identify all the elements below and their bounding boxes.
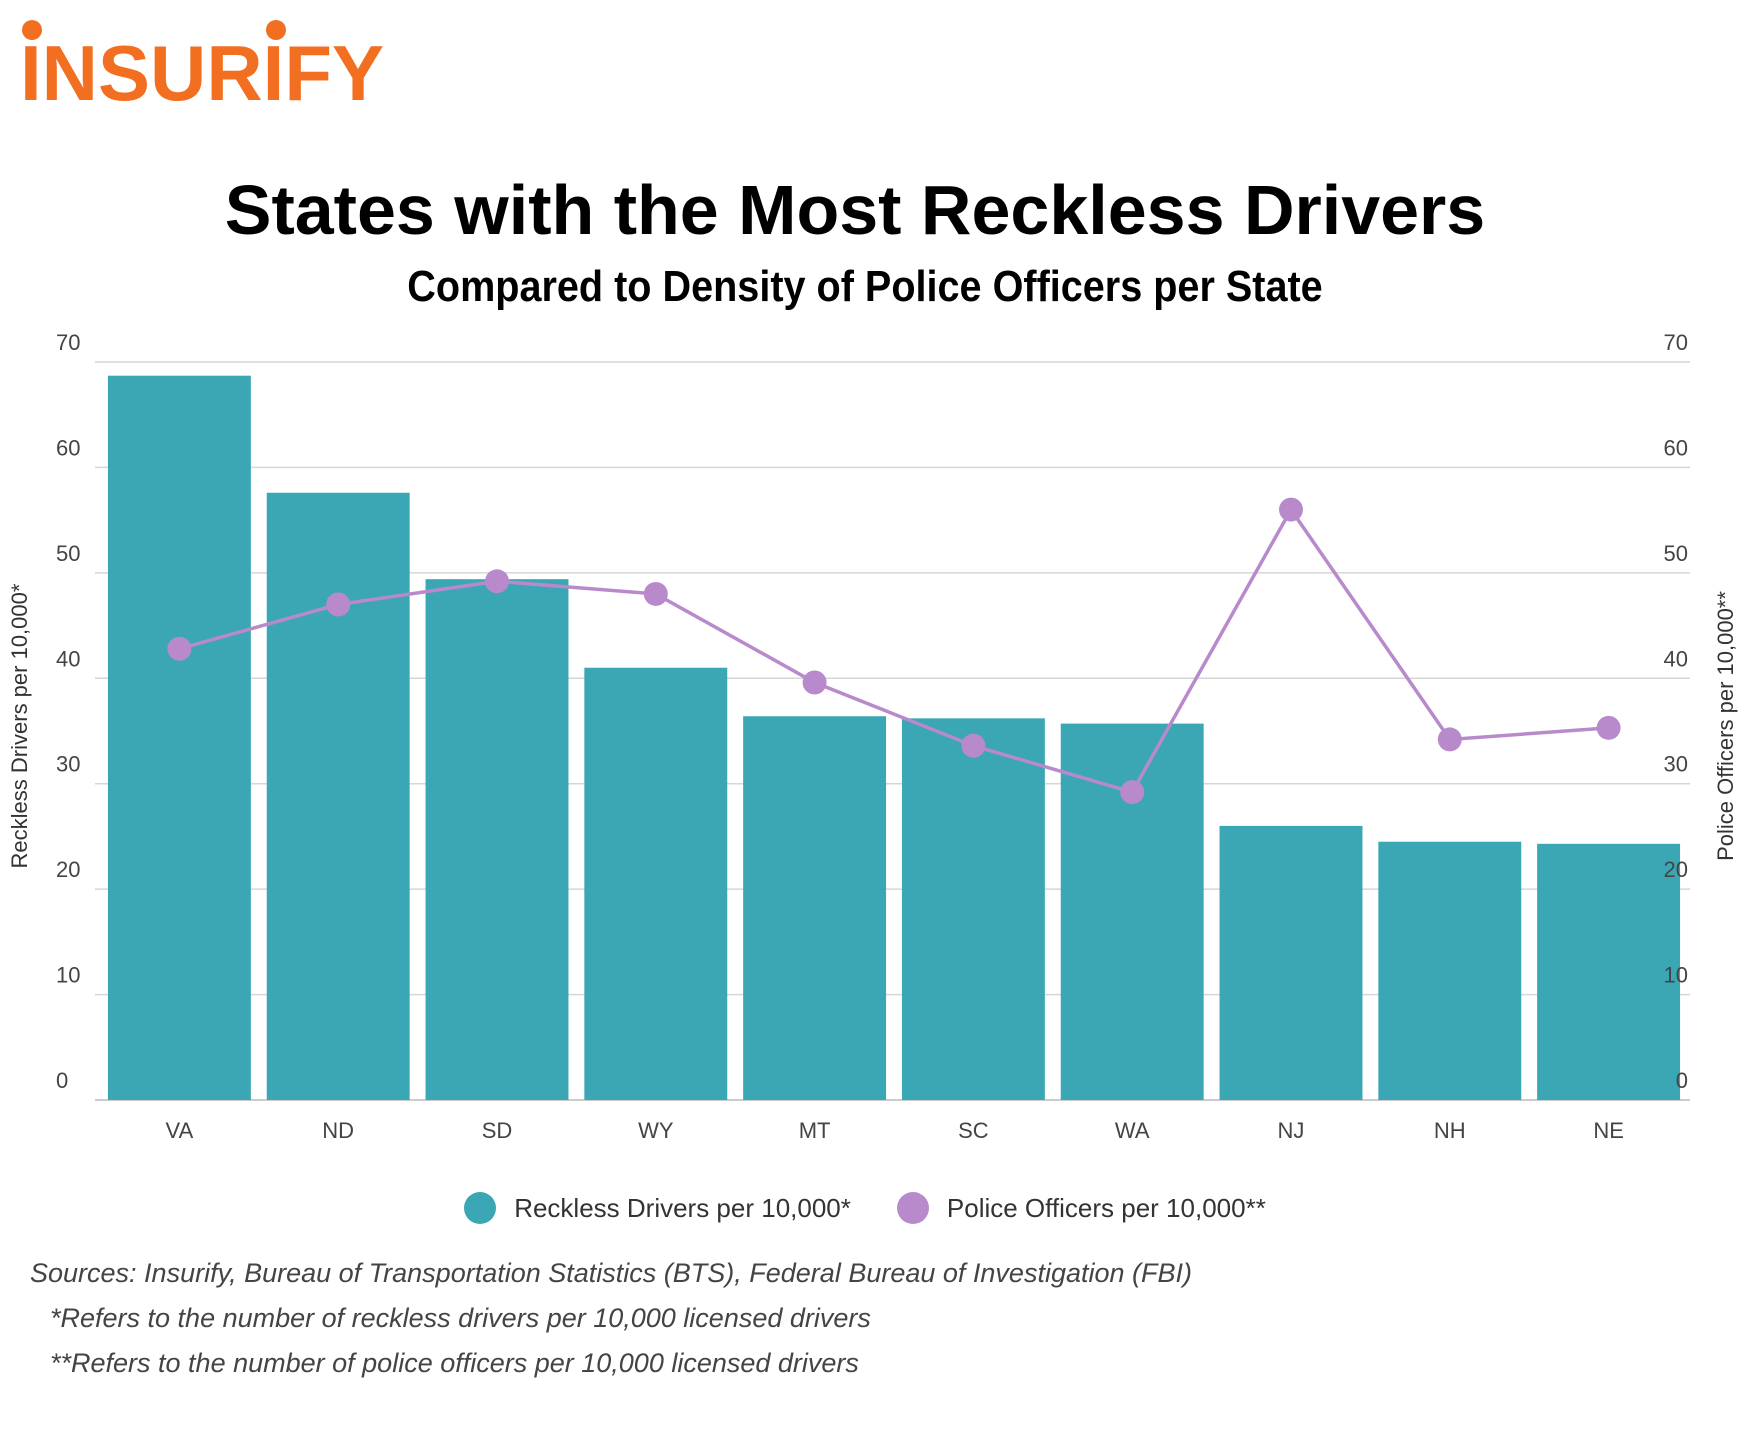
- y-tick-left-30: 30: [56, 752, 80, 777]
- x-tick-NJ: NJ: [1278, 1118, 1305, 1143]
- x-tick-SD: SD: [482, 1118, 513, 1143]
- x-tick-MT: MT: [799, 1118, 831, 1143]
- bar-MT[interactable]: [743, 716, 887, 1100]
- y-tick-right-70: 70: [1664, 330, 1688, 355]
- point-VA[interactable]: [167, 636, 192, 661]
- x-tick-SC: SC: [958, 1118, 989, 1143]
- point-SC[interactable]: [961, 733, 986, 758]
- y-tick-right-30: 30: [1664, 752, 1688, 777]
- x-tick-NE: NE: [1593, 1118, 1624, 1143]
- bar-SC[interactable]: [901, 718, 1045, 1100]
- point-SD[interactable]: [485, 569, 509, 594]
- sources-note: Sources: Insurify, Bureau of Transportat…: [30, 1258, 1192, 1288]
- x-tick-NH: NH: [1434, 1118, 1466, 1143]
- bar-NE[interactable]: [1537, 843, 1681, 1100]
- y-tick-right-40: 40: [1664, 646, 1688, 671]
- legend-dot-police: [896, 1192, 929, 1224]
- x-tick-ND: ND: [322, 1118, 354, 1143]
- legend-label-reckless: Reckless Drivers per 10,000*: [514, 1192, 851, 1223]
- x-tick-VA: VA: [166, 1118, 194, 1143]
- point-WA[interactable]: [1120, 780, 1145, 805]
- line-series: [167, 497, 1621, 805]
- legend: Reckless Drivers per 10,000* Police Offi…: [0, 1192, 1730, 1224]
- y-tick-left-60: 60: [56, 435, 80, 460]
- logo-dot-i1: [22, 20, 42, 40]
- bar-SD[interactable]: [425, 579, 569, 1100]
- y-axis-label-right: Police Officers per 10,000**: [1713, 591, 1738, 861]
- point-WY[interactable]: [643, 581, 668, 606]
- footnote-reckless: *Refers to the number of reckless driver…: [50, 1303, 871, 1333]
- y-tick-left-10: 10: [56, 963, 80, 988]
- legend-label-police: Police Officers per 10,000**: [946, 1192, 1266, 1223]
- y-tick-right-60: 60: [1664, 435, 1688, 460]
- bar-ND[interactable]: [266, 492, 410, 1100]
- y-tick-right-0: 0: [1676, 1068, 1688, 1093]
- point-NJ[interactable]: [1279, 497, 1303, 522]
- y-tick-right-50: 50: [1664, 541, 1688, 566]
- bar-NH[interactable]: [1378, 841, 1522, 1100]
- chart-title: States with the Most Reckless Drivers: [224, 171, 1486, 249]
- chart-subtitle: Compared to Density of Police Officers p…: [407, 262, 1323, 311]
- insurify-logo: INSURIFY: [20, 20, 384, 114]
- y-tick-left-70: 70: [56, 330, 80, 355]
- legend-item-police[interactable]: Police Officers per 10,000**: [896, 1192, 1266, 1224]
- logo-text: INSURIFY: [20, 29, 384, 114]
- footnote-police: **Refers to the number of police officer…: [50, 1348, 859, 1378]
- chart: 0 0 10 10 20 20 30 30 40 40 50 50 60 60 70 70 VA ND SD WY M…: [7, 330, 1738, 1143]
- notes: Sources: Insurify, Bureau of Transportat…: [30, 1258, 1192, 1393]
- y-tick-right-20: 20: [1664, 857, 1688, 882]
- point-ND[interactable]: [326, 592, 351, 617]
- point-MT[interactable]: [802, 670, 827, 695]
- bar-WA[interactable]: [1060, 723, 1204, 1100]
- bar-WY[interactable]: [584, 667, 728, 1100]
- point-NH[interactable]: [1437, 727, 1462, 752]
- bar-NJ[interactable]: [1219, 825, 1363, 1100]
- point-NE[interactable]: [1596, 715, 1621, 740]
- x-tick-WY: WY: [638, 1118, 674, 1143]
- legend-dot-reckless: [464, 1192, 497, 1224]
- ticks: 0 0 10 10 20 20 30 30 40 40 50 50 60 60 70 70: [56, 330, 1688, 1093]
- police-line: [178, 506, 1609, 795]
- bar-VA[interactable]: [107, 375, 251, 1101]
- y-tick-right-10: 10: [1664, 963, 1688, 988]
- y-tick-left-20: 20: [56, 857, 80, 882]
- y-tick-left-0: 0: [56, 1068, 68, 1093]
- logo-dot-i2: [266, 20, 286, 40]
- y-axis-label-left: Reckless Drivers per 10,000*: [7, 583, 32, 868]
- y-tick-left-40: 40: [56, 646, 80, 671]
- x-tick-WA: WA: [1115, 1118, 1150, 1143]
- category-labels: VA ND SD WY MT SC WA NJ NH NE: [166, 1118, 1624, 1143]
- legend-item-reckless[interactable]: Reckless Drivers per 10,000*: [464, 1192, 851, 1224]
- y-tick-left-50: 50: [56, 541, 80, 566]
